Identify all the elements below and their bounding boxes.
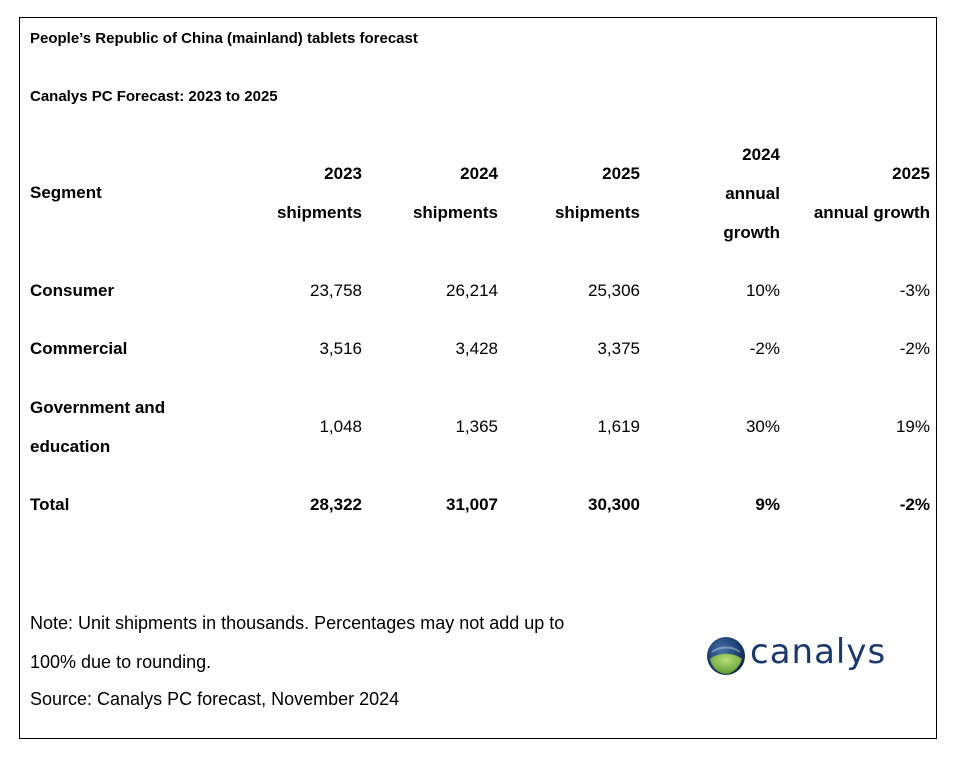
header-2025-growth-year: 2025 (892, 164, 930, 183)
row-consumer-growth-2025: -3% (899, 281, 930, 300)
row-consumer-2023: 23,758 (310, 281, 362, 300)
row-government-2023: 1,048 (319, 417, 362, 436)
header-2024-growth-year: 2024 (742, 145, 780, 164)
row-government-segment-line2: education (30, 437, 111, 456)
note-line-2: 100% due to rounding. (30, 652, 212, 672)
row-consumer-2024: 26,214 (446, 281, 498, 300)
row-commercial-2025: 3,375 (597, 339, 640, 358)
forecast-panel: People’s Republic of China (mainland) ta… (19, 17, 937, 739)
header-2024-growth-annual: annual (725, 184, 780, 203)
row-government-2024: 1,365 (455, 417, 498, 436)
header-2024-year: 2024 (460, 164, 498, 183)
note-line-1: Note: Unit shipments in thousands. Perce… (30, 613, 565, 633)
page-title: People’s Republic of China (mainland) ta… (30, 30, 418, 47)
header-2023-label: shipments (276, 203, 362, 222)
row-total-growth-2025: -2% (899, 495, 930, 514)
row-commercial-2024: 3,428 (455, 339, 498, 358)
header-2024-growth-label: growth (723, 223, 780, 242)
header-2024-label: shipments (412, 203, 498, 222)
row-total-2025: 30,300 (588, 495, 640, 514)
row-total-2024: 31,007 (446, 495, 498, 514)
page-subtitle: Canalys PC Forecast: 2023 to 2025 (30, 88, 278, 105)
row-government-growth-2024: 30% (745, 417, 780, 436)
row-commercial-segment: Commercial (30, 339, 128, 358)
globe-icon (707, 637, 745, 675)
row-consumer-segment: Consumer (30, 281, 115, 300)
row-total-growth-2024: 9% (755, 495, 780, 514)
canalys-logo: canalys (706, 632, 887, 680)
row-total-segment: Total (30, 495, 70, 514)
row-government-growth-2025: 19% (895, 417, 930, 436)
row-total-2023: 28,322 (310, 495, 362, 514)
header-2023-year: 2023 (324, 164, 362, 183)
row-consumer-growth-2024: 10% (745, 281, 780, 300)
row-consumer-2025: 25,306 (588, 281, 640, 300)
row-commercial-growth-2024: -2% (749, 339, 780, 358)
header-2025-year: 2025 (602, 164, 640, 183)
source-note: Source: Canalys PC forecast, November 20… (30, 689, 400, 709)
row-government-segment-line1: Government and (30, 398, 166, 417)
header-2025-label: shipments (554, 203, 640, 222)
row-commercial-growth-2025: -2% (899, 339, 930, 358)
header-segment: Segment (30, 183, 102, 202)
row-commercial-2023: 3,516 (319, 339, 362, 358)
row-government-2025: 1,619 (597, 417, 640, 436)
logo-wordmark: canalys (750, 632, 887, 672)
header-2025-growth-label: annual growth (813, 203, 930, 222)
